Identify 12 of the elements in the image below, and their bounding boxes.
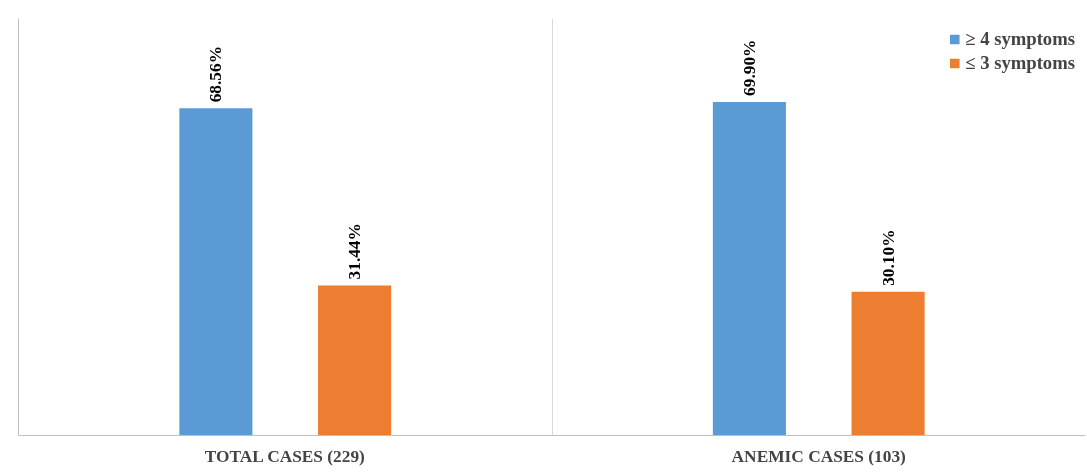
data-label: 69.90% <box>739 39 759 96</box>
bar <box>712 101 786 436</box>
legend-label: ≤ 3 symptoms <box>965 52 1075 74</box>
data-label: 68.56% <box>206 45 226 103</box>
x-tick-label: ANEMIC CASES (103) <box>731 446 907 466</box>
data-label: 31.44% <box>345 223 365 280</box>
bar <box>851 291 925 436</box>
bar <box>179 108 253 436</box>
bar <box>318 285 392 436</box>
legend-label: ≥ 4 symptoms <box>965 28 1075 50</box>
x-tick-label: TOTAL CASES (229) <box>204 446 366 466</box>
data-label: 30.10% <box>878 229 898 286</box>
